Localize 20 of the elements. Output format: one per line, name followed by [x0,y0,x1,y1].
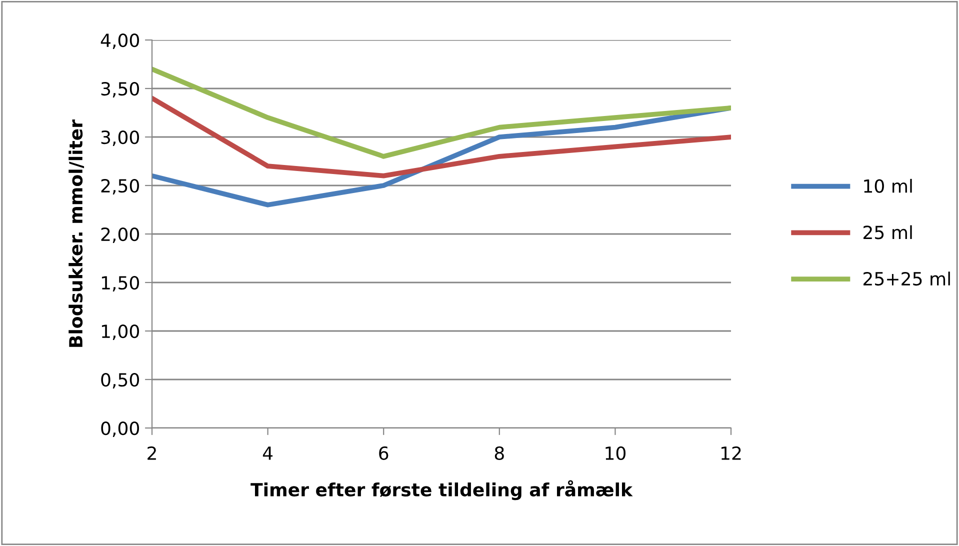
x-tick-label: 10 [606,446,626,460]
y-tick-label: 0,50 [101,372,139,388]
y-tick-label: 2,50 [101,178,139,194]
x-tick-label: 8 [494,446,504,460]
y-tick-label: 4,00 [100,33,139,49]
y-tick-label: 2,00 [101,227,139,243]
legend-label: 10 ml [864,178,912,193]
legend-label: 25 ml [864,225,912,240]
y-tick-label: 1,50 [102,276,139,292]
y-axis-title: Blodsukker. mmol/liter [68,119,84,347]
x-tick-label: 4 [262,446,273,460]
y-tick-label: 3,00 [101,130,139,146]
x-tick-label: 6 [379,446,388,460]
y-tick-label: 3,50 [101,82,139,98]
y-tick-label: 1,00 [102,324,139,340]
legend-label: 25+25 ml [864,272,950,286]
x-axis-title: Timer efter første tildeling af råmælk [250,480,633,500]
x-tick-label: 12 [721,446,741,460]
y-tick-label: 0,00 [101,421,139,437]
x-tick-label: 2 [148,446,156,460]
